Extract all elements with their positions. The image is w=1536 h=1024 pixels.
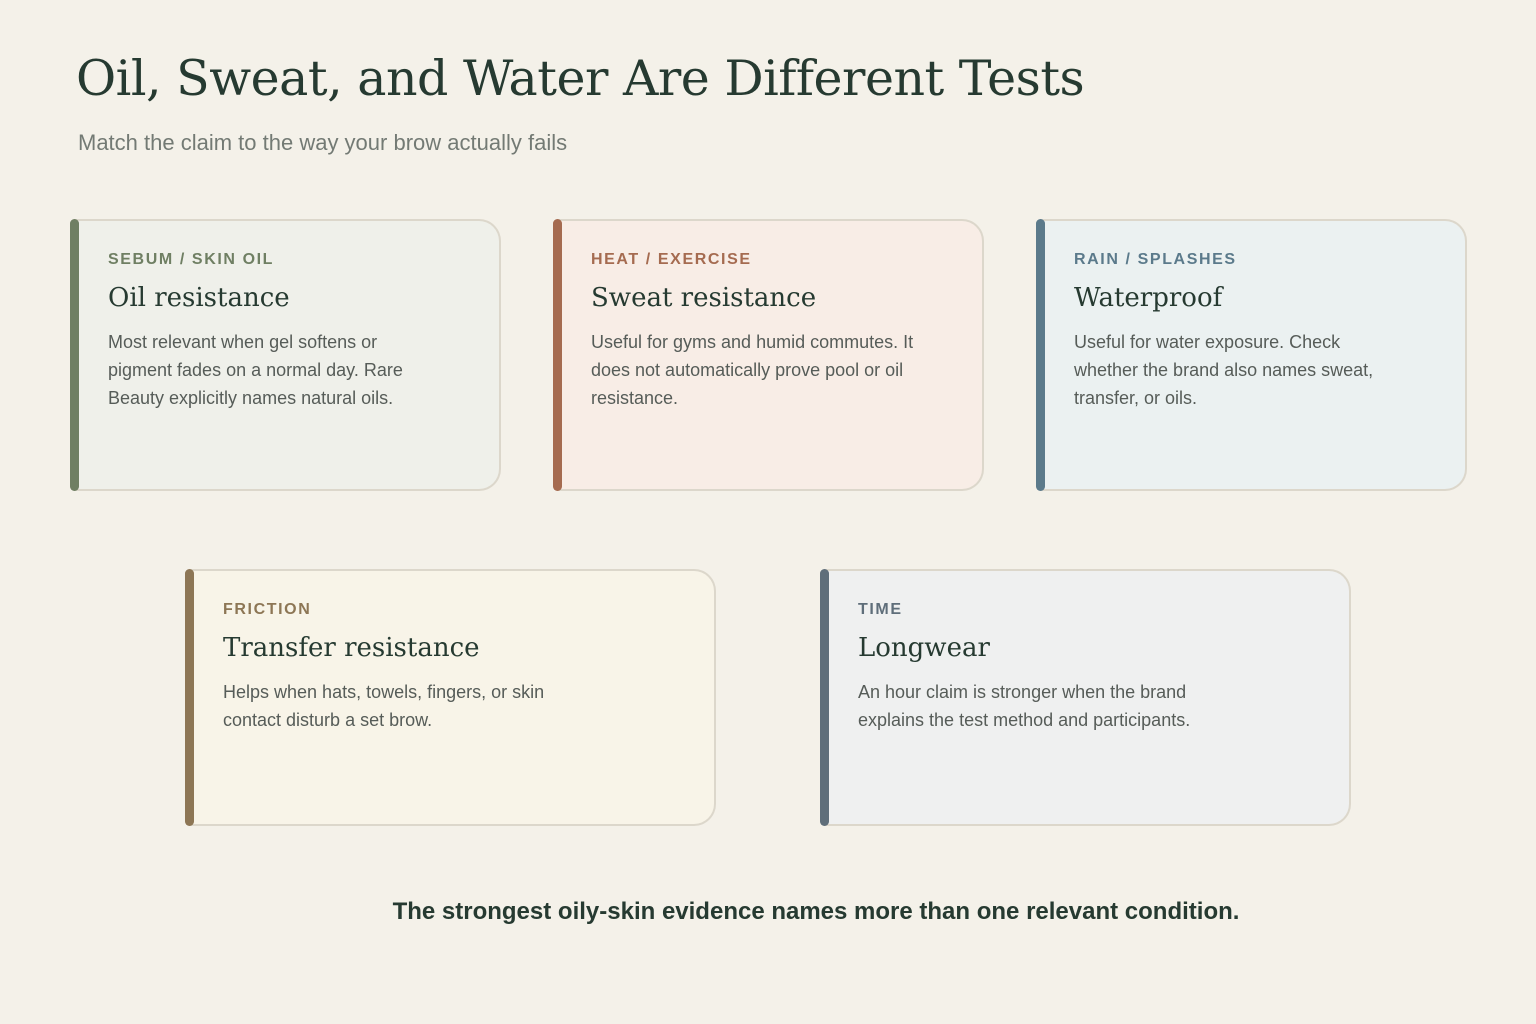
card-waterproof: RAIN / SPLASHES Waterproof Useful for wa… <box>1036 219 1467 491</box>
card-oil-resistance: SEBUM / SKIN OIL Oil resistance Most rel… <box>70 219 501 491</box>
card-body: Most relevant when gel softens or pigmen… <box>108 332 403 408</box>
card-body: Useful for gyms and humid commutes. It d… <box>591 332 914 408</box>
card-accent-bar <box>820 569 829 826</box>
card-tag: RAIN / SPLASHES <box>1074 251 1237 268</box>
card-heading: Transfer resistance <box>223 633 480 663</box>
card-transfer-resistance: FRICTION Transfer resistance Helps when … <box>185 569 716 826</box>
card-accent-bar <box>70 219 79 491</box>
card-body: Helps when hats, towels, fingers, or ski… <box>223 682 545 730</box>
card-tag: HEAT / EXERCISE <box>591 251 752 268</box>
card-accent-bar <box>1036 219 1045 491</box>
card-tag: SEBUM / SKIN OIL <box>108 251 275 268</box>
card-accent-bar <box>185 569 194 826</box>
card-heading: Oil resistance <box>108 283 290 313</box>
card-tag: FRICTION <box>223 601 312 618</box>
footer-takeaway: The strongest oily-skin evidence names m… <box>392 898 1240 925</box>
card-body: An hour claim is stronger when the brand… <box>858 682 1191 730</box>
card-heading: Longwear <box>858 633 990 663</box>
card-body: Useful for water exposure. Check whether… <box>1074 332 1374 408</box>
card-accent-bar <box>553 219 562 491</box>
card-longwear: TIME Longwear An hour claim is stronger … <box>820 569 1351 826</box>
card-tag: TIME <box>858 601 903 618</box>
card-sweat-resistance: HEAT / EXERCISE Sweat resistance Useful … <box>553 219 984 491</box>
card-heading: Waterproof <box>1074 283 1223 313</box>
card-heading: Sweat resistance <box>591 283 817 313</box>
page-title: Oil, Sweat, and Water Are Different Test… <box>76 50 1085 107</box>
page-subtitle: Match the claim to the way your brow act… <box>78 130 568 155</box>
